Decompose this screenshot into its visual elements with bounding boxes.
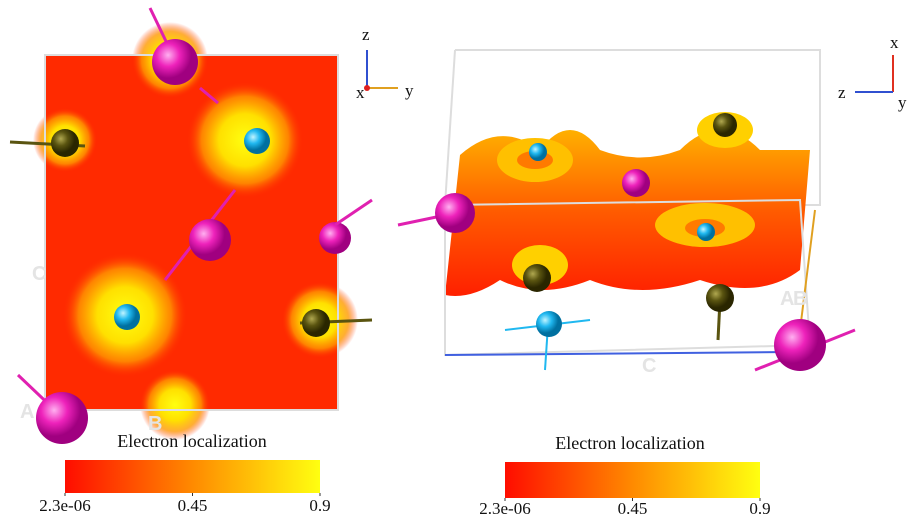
colorbar-gradient <box>505 462 760 498</box>
axis-label: y <box>405 81 414 100</box>
colorbar-title: Electron localization <box>555 433 704 453</box>
colorbar: Electron localization 2.3e-06 0.45 0.9 <box>479 433 770 518</box>
axis-label: y <box>898 93 907 112</box>
colorbar-title: Electron localization <box>117 431 266 451</box>
axis-label: x <box>356 83 365 102</box>
figure: z x y C A B x z y A <box>0 0 909 526</box>
colorbar-tick-label: 0.9 <box>749 499 770 518</box>
lattice-label: C <box>32 263 46 285</box>
lattice-label: A <box>20 401 34 423</box>
colorbar-tick-label: 0.45 <box>618 499 648 518</box>
left-panel: z x y C A B <box>10 8 414 444</box>
colorbar-tick-label: 0.45 <box>178 496 208 515</box>
colorbar-tick-label: 2.3e-06 <box>39 496 90 515</box>
lattice-label: C <box>642 355 656 377</box>
lattice-label: B <box>793 288 807 310</box>
colorbar-gradient <box>65 460 320 493</box>
right-panel: x z y A B C <box>398 33 907 377</box>
axis-label: x <box>890 33 899 52</box>
axis-label: z <box>362 25 370 44</box>
colorbar-tick-label: 0.9 <box>309 496 330 515</box>
colorbar: Electron localization 2.3e-06 0.45 0.9 <box>39 431 330 515</box>
colorbar-tick-label: 2.3e-06 <box>479 499 530 518</box>
axis-label: z <box>838 83 846 102</box>
